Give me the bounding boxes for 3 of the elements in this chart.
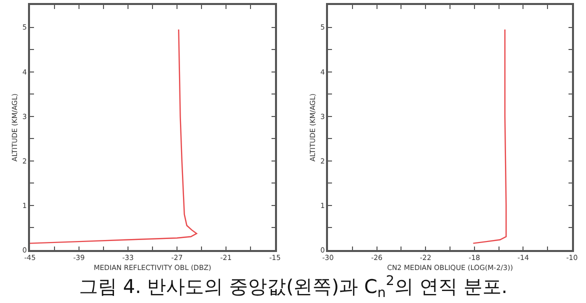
line-series bbox=[30, 28, 198, 244]
caption: 그림 4. 반사도의 중앙값(왼쪽)과 C$_{n}$$^{2}$의 연직 분포. bbox=[79, 274, 508, 301]
line-series bbox=[472, 28, 507, 244]
